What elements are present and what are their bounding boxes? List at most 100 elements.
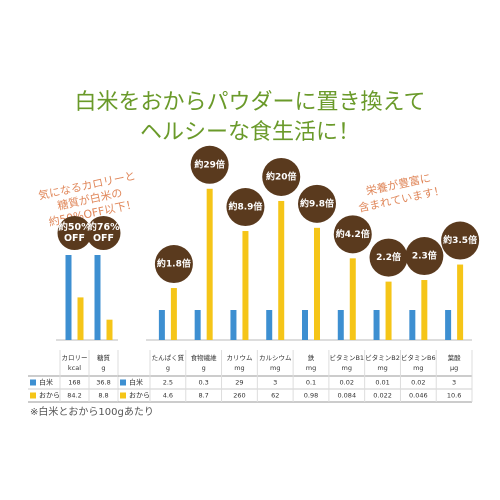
ratio-badge — [86, 216, 121, 250]
ratio-label: 約50% — [58, 221, 91, 233]
bar — [230, 310, 237, 340]
table-value: 3 — [273, 379, 277, 387]
bar — [302, 310, 308, 340]
table-value: 62 — [271, 392, 279, 400]
bar — [266, 310, 273, 340]
table-value: 8.8 — [98, 392, 108, 400]
bar — [94, 255, 101, 340]
ratio-label: 約3.5倍 — [443, 234, 477, 246]
table-value: 0.3 — [198, 379, 208, 387]
bar — [65, 255, 72, 340]
ratio-label: 約29倍 — [194, 158, 225, 170]
table-value: 0.02 — [340, 379, 354, 387]
table-value: 0.1 — [306, 379, 316, 387]
ratio-badge — [298, 184, 336, 223]
table-value: 0.084 — [337, 392, 356, 400]
bar — [409, 310, 416, 340]
legend-label: 白米 — [39, 378, 53, 387]
ratio-badge — [405, 237, 444, 276]
ratio-label: 約8.9倍 — [228, 201, 262, 213]
ratio-badge — [369, 238, 408, 277]
bar — [77, 297, 84, 340]
ratio-label: 約9.8倍 — [300, 197, 334, 209]
category-label: たんぱく質 — [152, 353, 185, 362]
bar — [421, 280, 428, 340]
ratio-badge — [333, 215, 372, 254]
unit-label: g — [166, 364, 170, 372]
category-label: カロリー — [62, 354, 88, 362]
title-line: 白米をおからパウダーに置き換えて — [75, 90, 426, 115]
bar — [314, 227, 320, 340]
bar — [385, 281, 392, 340]
unit-label: μg — [450, 364, 458, 372]
bar — [242, 231, 249, 340]
bar — [457, 264, 464, 340]
bar — [158, 310, 165, 340]
ratio-label: 約4.2倍 — [336, 228, 370, 240]
bar — [206, 188, 213, 340]
ratio-badge — [57, 216, 92, 250]
bar — [106, 319, 113, 340]
unit-label: mg — [270, 364, 280, 372]
unit-label: mg — [413, 364, 423, 372]
unit-label: g — [202, 364, 206, 372]
legend-swatch — [30, 392, 36, 399]
bar — [349, 258, 356, 340]
ratio-label: OFF — [64, 233, 85, 244]
table-value: 0.022 — [373, 392, 392, 400]
bar — [170, 288, 177, 340]
unit-label: g — [101, 364, 105, 372]
title-line: ヘルシーな食生活に！ — [140, 120, 360, 145]
footnote: ※白米とおから100gあたり — [30, 405, 154, 418]
table-value: 10.6 — [447, 392, 461, 400]
unit-label: mg — [306, 364, 316, 372]
category-label: ビタミンB6 — [401, 353, 436, 362]
table-value: 36.8 — [96, 379, 110, 387]
unit-label: mg — [234, 364, 244, 372]
unit-label: mg — [377, 364, 387, 372]
unit-label: mg — [342, 364, 352, 372]
legend-swatch — [30, 379, 36, 386]
table-value: 3 — [452, 379, 456, 387]
table-value: 168 — [68, 379, 80, 387]
category-label: 鉄 — [308, 353, 315, 362]
legend-label: おから — [39, 392, 60, 400]
ratio-label: OFF — [93, 233, 114, 244]
table-value: 0.02 — [411, 379, 425, 387]
legend-label: 白米 — [129, 378, 143, 387]
unit-label: kcal — [68, 364, 81, 372]
category-label: ビタミンB1 — [329, 353, 364, 362]
bar — [278, 200, 285, 340]
category-label: ビタミンB2 — [365, 353, 400, 362]
ratio-badge — [190, 145, 229, 184]
bar — [373, 310, 380, 340]
category-label: 葉酸 — [448, 353, 462, 362]
ratio-label: 約20倍 — [266, 170, 297, 182]
table-value: 84.2 — [67, 392, 81, 400]
table-value: 4.6 — [163, 392, 173, 400]
category-label: 食物繊維 — [191, 353, 218, 362]
table-value: 260 — [233, 392, 245, 400]
ratio-badge — [262, 157, 301, 196]
table-value: 0.046 — [409, 392, 428, 400]
table-value: 2.5 — [163, 379, 173, 387]
bar — [445, 310, 452, 340]
table-value: 0.01 — [375, 379, 389, 387]
ratio-label: 2.3倍 — [412, 250, 437, 262]
table-value: 0.98 — [304, 392, 318, 400]
table-value: 8.7 — [198, 392, 208, 400]
ratio-label: 約76% — [87, 221, 120, 233]
legend-swatch — [120, 379, 126, 386]
ratio-label: 約1.8倍 — [157, 258, 191, 270]
bar — [194, 310, 201, 340]
legend-swatch — [120, 392, 126, 399]
ratio-label: 2.2倍 — [376, 251, 401, 263]
ratio-badge — [441, 221, 480, 260]
category-label: カリウム — [226, 354, 253, 362]
table-value: 29 — [235, 379, 243, 387]
category-label: カルシウム — [259, 354, 292, 362]
category-label: 糖質 — [97, 353, 111, 362]
legend-label: おから — [129, 392, 150, 400]
ratio-badge — [154, 245, 193, 284]
